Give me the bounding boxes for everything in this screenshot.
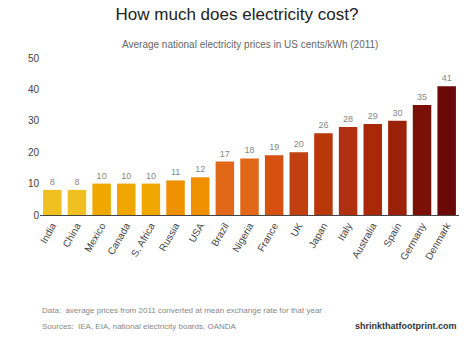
svg-text:Australia: Australia — [350, 221, 379, 261]
svg-text:UK: UK — [288, 221, 305, 239]
svg-text:Germany: Germany — [398, 221, 428, 262]
svg-text:Russia: Russia — [157, 221, 182, 253]
svg-text:Average national electricity p: Average national electricity prices in U… — [122, 39, 378, 50]
svg-text:29: 29 — [368, 111, 378, 121]
svg-text:12: 12 — [195, 164, 205, 174]
svg-text:10: 10 — [121, 171, 131, 181]
svg-text:30: 30 — [392, 108, 402, 118]
svg-text:20: 20 — [28, 147, 40, 158]
svg-text:41: 41 — [442, 73, 452, 83]
svg-text:China: China — [60, 221, 83, 250]
svg-text:Spain: Spain — [381, 221, 403, 249]
svg-text:20: 20 — [294, 139, 304, 149]
svg-text:35: 35 — [417, 92, 427, 102]
svg-text:8: 8 — [74, 177, 79, 187]
svg-text:11: 11 — [171, 167, 180, 177]
svg-text:Japan: Japan — [306, 221, 329, 250]
svg-text:Nigeria: Nigeria — [230, 221, 256, 254]
svg-text:Sources: IEA, EIA, national e: Sources: IEA, EIA, national electricity … — [42, 322, 237, 331]
svg-text:10: 10 — [146, 171, 156, 181]
svg-text:Mexico: Mexico — [82, 221, 108, 254]
svg-text:10: 10 — [28, 178, 40, 189]
svg-text:19: 19 — [269, 142, 279, 152]
svg-text:Denmark: Denmark — [423, 220, 453, 261]
svg-text:28: 28 — [343, 114, 353, 124]
svg-text:0: 0 — [33, 210, 39, 221]
svg-text:shrinkthatfootprint.com: shrinkthatfootprint.com — [355, 321, 457, 331]
svg-text:8: 8 — [50, 177, 55, 187]
svg-text:18: 18 — [244, 145, 254, 155]
svg-text:Data: average prices from 201: Data: average prices from 2011 converted… — [42, 306, 322, 315]
svg-text:USA: USA — [186, 221, 206, 245]
svg-text:50: 50 — [28, 53, 40, 64]
svg-text:40: 40 — [28, 84, 40, 95]
svg-text:How much does electricity cost: How much does electricity cost? — [116, 5, 359, 24]
svg-text:26: 26 — [318, 120, 328, 130]
svg-text:Canada: Canada — [105, 221, 132, 257]
svg-text:17: 17 — [220, 149, 230, 159]
svg-text:10: 10 — [97, 171, 107, 181]
svg-text:30: 30 — [28, 115, 40, 126]
svg-text:Italy: Italy — [335, 221, 354, 242]
svg-text:Brazil: Brazil — [209, 221, 231, 248]
svg-text:S. Africa: S. Africa — [129, 221, 157, 259]
svg-text:India: India — [38, 221, 59, 246]
svg-text:France: France — [255, 221, 280, 254]
